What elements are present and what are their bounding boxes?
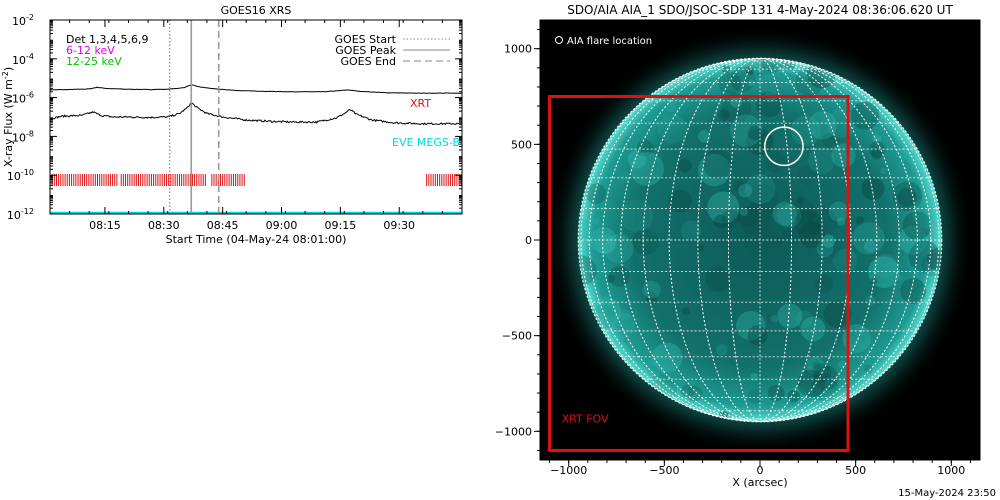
eve-megs-b-label: EVE MEGS-B — [392, 136, 460, 149]
aia-y-tick-label: −500 — [502, 330, 532, 343]
goes-axes-frame — [49, 19, 463, 215]
xrt-series-label: XRT — [410, 97, 431, 110]
solar-limb — [577, 57, 943, 423]
heliographic-grid — [578, 58, 942, 422]
aia-y-tick-label: 500 — [511, 138, 532, 151]
aia-y-tick-label: 1000 — [504, 43, 532, 56]
goes-x-tick-label: 09:00 — [266, 219, 298, 232]
footer-timestamp: 15-May-2024 23:50 — [898, 488, 996, 499]
goes-x-tick-label: 09:15 — [325, 219, 357, 232]
goes-legend-right-entry: GOES Start — [335, 33, 397, 46]
flare-location-circle-icon — [555, 36, 563, 44]
goes-legend-right-entry: GOES Peak — [335, 44, 396, 57]
xrt-fov-label: XRT FOV — [562, 412, 609, 425]
aia-x-tick-label: −1000 — [550, 464, 587, 477]
xrt-fov-rectangle — [548, 95, 850, 452]
goes-plot-title: GOES16 XRS — [221, 4, 292, 17]
aia-legend-text: AIA flare location — [567, 36, 652, 47]
goes-x-axis-label: Start Time (04-May-24 08:01:00) — [166, 233, 347, 246]
xrs-long-series — [50, 84, 462, 94]
goes-legend-left-entry: Det 1,3,4,5,6,9 — [66, 33, 149, 46]
aia-plot-title: SDO/AIA AIA_1 SDO/JSOC-SDP 131 4-May-202… — [567, 3, 953, 17]
goes-xrs-plot: GOES16 XRS 08:15 08:30 08:45 09:00 09:15 09:3… — [1, 4, 463, 246]
aia-image-panel: SDO/AIA AIA_1 SDO/JSOC-SDP 131 4-May-202… — [495, 3, 981, 489]
goes-x-tick-label: 08:45 — [207, 219, 239, 232]
goes-y-tick-label: 10-10 — [7, 168, 34, 183]
xrt-coverage-ticks — [426, 174, 462, 186]
xrt-coverage-ticks — [50, 174, 245, 186]
goes-x-tick-label: 08:15 — [89, 219, 121, 232]
aia-x-tick-label: 0 — [757, 464, 764, 477]
aia-x-tick-label: 500 — [845, 464, 866, 477]
xrs-short-series — [50, 101, 462, 126]
goes-y-axis-label: X-ray Flux (W m-2) — [1, 67, 15, 167]
goes-y-tick-label: 10-4 — [12, 52, 34, 67]
aia-x-tick-label: −500 — [649, 464, 679, 477]
goes-y-tick-label: 10-6 — [12, 91, 34, 106]
aia-flare-location-circle — [764, 126, 804, 167]
aia-y-tick-label: −1000 — [495, 425, 532, 438]
aia-x-tick-label: 1000 — [937, 464, 965, 477]
goes-x-tick-label: 09:30 — [383, 219, 415, 232]
goes-x-tick-label: 08:30 — [148, 219, 180, 232]
aia-x-axis-label: X (arcsec) — [732, 476, 787, 489]
goes-y-tick-label: 10-2 — [12, 13, 34, 28]
goes-y-tick-label: 10-8 — [12, 129, 34, 144]
goes-legend-right-entry: GOES End — [340, 55, 396, 68]
goes-y-tick-label: 10-12 — [7, 207, 34, 222]
aia-y-tick-label: 0 — [525, 234, 532, 247]
goes-legend-left-entry: 6-12 keV — [66, 44, 115, 57]
goes-legend-left-entry: 12-25 keV — [66, 55, 122, 68]
